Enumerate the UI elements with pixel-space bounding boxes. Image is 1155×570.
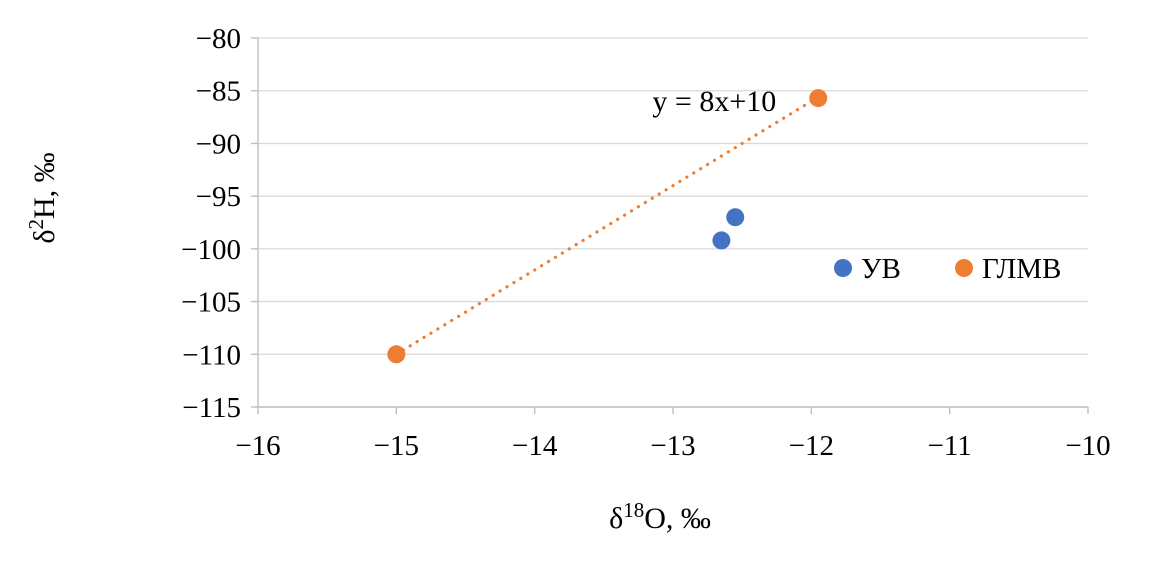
y-axis-tick-label: −90 xyxy=(196,128,241,160)
x-axis-tick-label: −16 xyxy=(235,430,280,462)
trendline xyxy=(394,95,820,356)
x-axis-title: δ18O, ‰ xyxy=(609,498,711,535)
y-axis-tick-label: −110 xyxy=(182,339,241,371)
y-axis-title: δ2H, ‰ xyxy=(24,152,61,243)
x-axis-tick-label: −11 xyxy=(928,430,972,462)
x-axis-tick-label: −12 xyxy=(789,430,834,462)
y-axis-tick-label: −115 xyxy=(182,392,241,424)
legend-marker xyxy=(834,259,852,277)
legend-label: ГЛМВ xyxy=(982,253,1061,285)
trendline-label: y = 8x+10 xyxy=(652,85,776,118)
y-axis-tick-label: −85 xyxy=(196,76,241,108)
x-axis-tick-label: −13 xyxy=(650,430,695,462)
y-axis-tick-label: −80 xyxy=(196,23,241,55)
x-axis-tick-label: −15 xyxy=(374,430,419,462)
y-axis-tick-label: −105 xyxy=(181,287,241,319)
legend-label: УВ xyxy=(861,253,901,285)
y-axis-tick-label: −100 xyxy=(181,234,241,266)
x-axis-tick-label: −10 xyxy=(1065,430,1110,462)
legend-marker xyxy=(955,259,973,277)
data-point-УВ xyxy=(726,208,745,227)
data-point-ГЛМВ xyxy=(809,89,828,108)
x-axis-tick-label: −14 xyxy=(512,430,558,462)
data-point-УВ xyxy=(712,231,731,250)
data-point-ГЛМВ xyxy=(387,345,406,364)
y-axis-tick-label: −95 xyxy=(196,181,241,213)
